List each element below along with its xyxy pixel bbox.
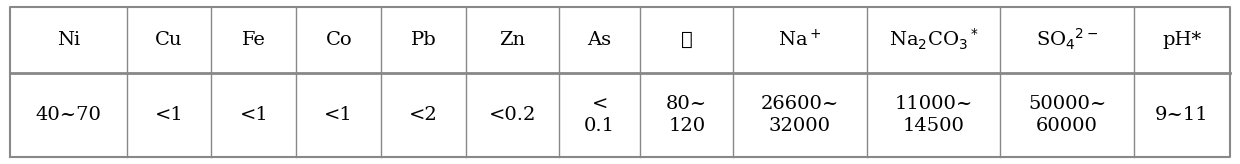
Text: 油: 油 xyxy=(681,31,693,49)
Text: <0.2: <0.2 xyxy=(489,106,536,124)
Text: 60000: 60000 xyxy=(1037,117,1099,135)
Text: SO$_4$$^{2-}$: SO$_4$$^{2-}$ xyxy=(1035,27,1099,52)
Text: Fe: Fe xyxy=(242,31,265,49)
Text: 80~: 80~ xyxy=(666,95,707,113)
Text: 32000: 32000 xyxy=(769,117,831,135)
Text: 0.1: 0.1 xyxy=(584,117,615,135)
Text: 120: 120 xyxy=(668,117,706,135)
Text: <1: <1 xyxy=(325,106,353,124)
Text: As: As xyxy=(588,31,611,49)
Text: <: < xyxy=(591,95,608,113)
Text: Zn: Zn xyxy=(500,31,526,49)
Text: <2: <2 xyxy=(409,106,438,124)
Text: Cu: Cu xyxy=(155,31,182,49)
Text: Na$_2$CO$_3$$^*$: Na$_2$CO$_3$$^*$ xyxy=(889,27,978,52)
Text: 9~11: 9~11 xyxy=(1156,106,1209,124)
Text: Na$^+$: Na$^+$ xyxy=(779,29,822,50)
Text: 40~70: 40~70 xyxy=(35,106,102,124)
Text: <1: <1 xyxy=(239,106,268,124)
Text: Ni: Ni xyxy=(57,31,79,49)
Text: pH*: pH* xyxy=(1162,31,1202,49)
Text: Pb: Pb xyxy=(410,31,436,49)
Text: 26600~: 26600~ xyxy=(761,95,839,113)
Text: 11000~: 11000~ xyxy=(894,95,972,113)
Text: Co: Co xyxy=(325,31,352,49)
Text: 50000~: 50000~ xyxy=(1028,95,1106,113)
Text: <1: <1 xyxy=(155,106,184,124)
Text: 14500: 14500 xyxy=(903,117,965,135)
